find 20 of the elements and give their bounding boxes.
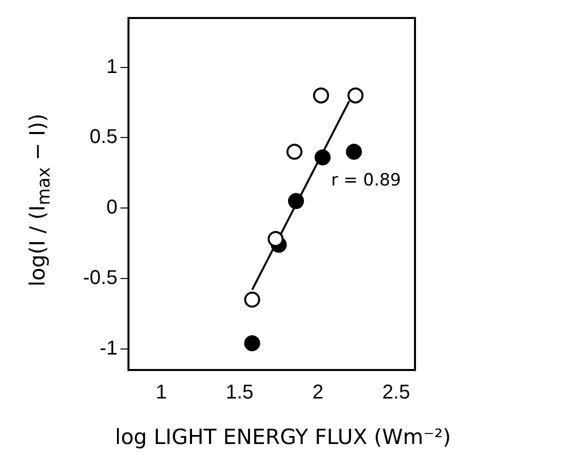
y-tick-label: 0 <box>106 196 118 219</box>
point <box>244 335 260 352</box>
y-tick-label: -0.5 <box>82 266 118 289</box>
x-tick-label: 2 <box>312 382 324 404</box>
x-tick-label: 1.5 <box>226 382 254 404</box>
point <box>314 149 331 166</box>
y-tick-label: -1 <box>100 337 118 360</box>
point <box>286 144 302 160</box>
y-tick-label: 0.5 <box>90 126 118 148</box>
x-tick-label: 2.5 <box>382 382 410 404</box>
point <box>268 231 284 248</box>
point <box>348 87 364 104</box>
x-tick-label: 1 <box>156 382 167 404</box>
point <box>346 144 362 160</box>
annotation: r = 0.89 <box>331 170 401 190</box>
point <box>244 292 260 308</box>
y-tick-label: 1 <box>106 56 118 78</box>
point <box>288 193 304 210</box>
x-axis-title: log LIGHT ENERGY FLUX (Wm⁻²) <box>115 425 451 449</box>
point <box>313 87 330 104</box>
